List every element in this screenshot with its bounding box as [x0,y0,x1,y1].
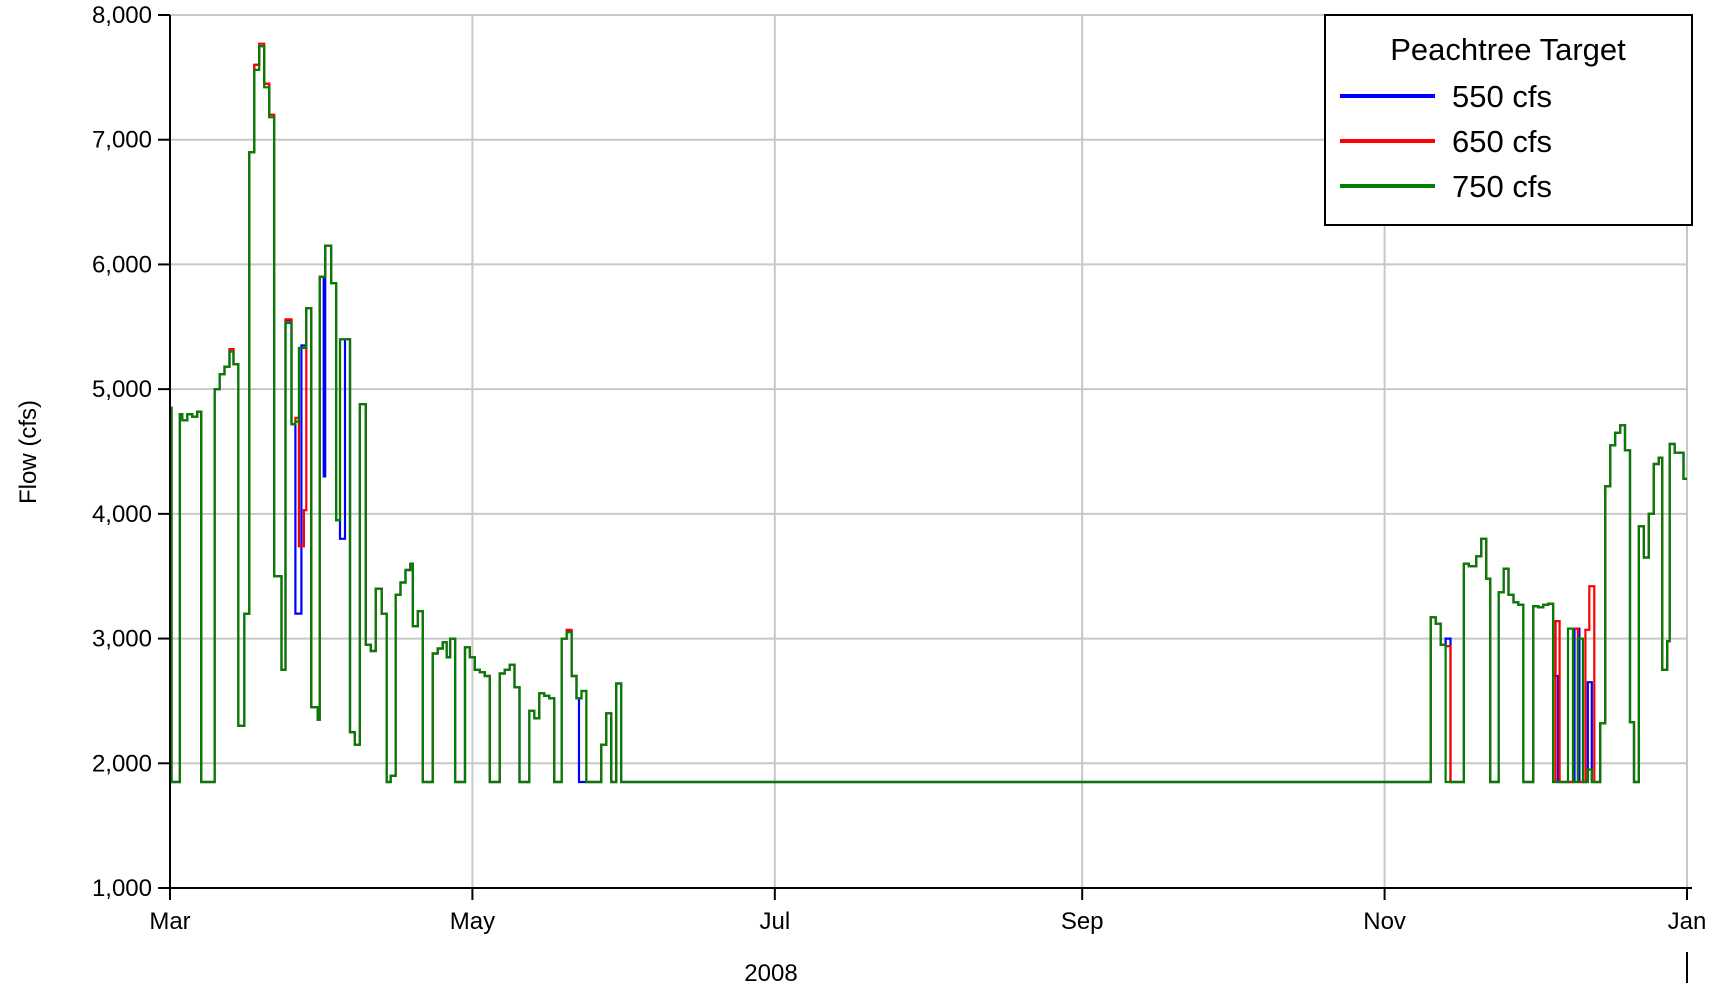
legend: Peachtree Target 550 cfs 650 cfs 750 cfs [1324,14,1693,226]
x-tick-label: Mar [149,908,190,935]
axes [169,15,1692,889]
legend-label: 550 cfs [1452,79,1552,114]
series-line-750-cfs [170,45,1687,784]
y-tick-label: 8,000 [92,2,152,29]
legend-box [1324,14,1693,226]
series-lines [170,42,1687,784]
x-tick-label: May [450,908,495,935]
legend-label: 750 cfs [1452,169,1552,204]
x-axis-year-label: 2008 [744,960,797,983]
legend-entries: 550 cfs 650 cfs 750 cfs [1340,79,1552,204]
y-tick-label: 4,000 [92,501,152,528]
y-tick-label: 6,000 [92,251,152,278]
y-tick-label: 2,000 [92,750,152,777]
x-ticks: Mar May Jul Sep Nov Jan [149,888,1706,935]
x-tick-label: Jul [759,908,790,935]
x-tick-label: Sep [1061,908,1104,935]
y-tick-label: 7,000 [92,127,152,154]
y-tick-label: 5,000 [92,376,152,403]
legend-label: 650 cfs [1452,124,1552,159]
y-tick-label: 3,000 [92,626,152,653]
y-ticks: 1,000 2,000 3,000 4,000 5,000 6,000 7,000 8,000 [92,2,170,902]
y-tick-label: 1,000 [92,875,152,902]
x-tick-label: Nov [1363,908,1406,935]
legend-title: Peachtree Target [1390,32,1626,67]
y-axis-label: Flow (cfs) [15,400,42,504]
x-tick-label: Jan [1668,908,1707,935]
